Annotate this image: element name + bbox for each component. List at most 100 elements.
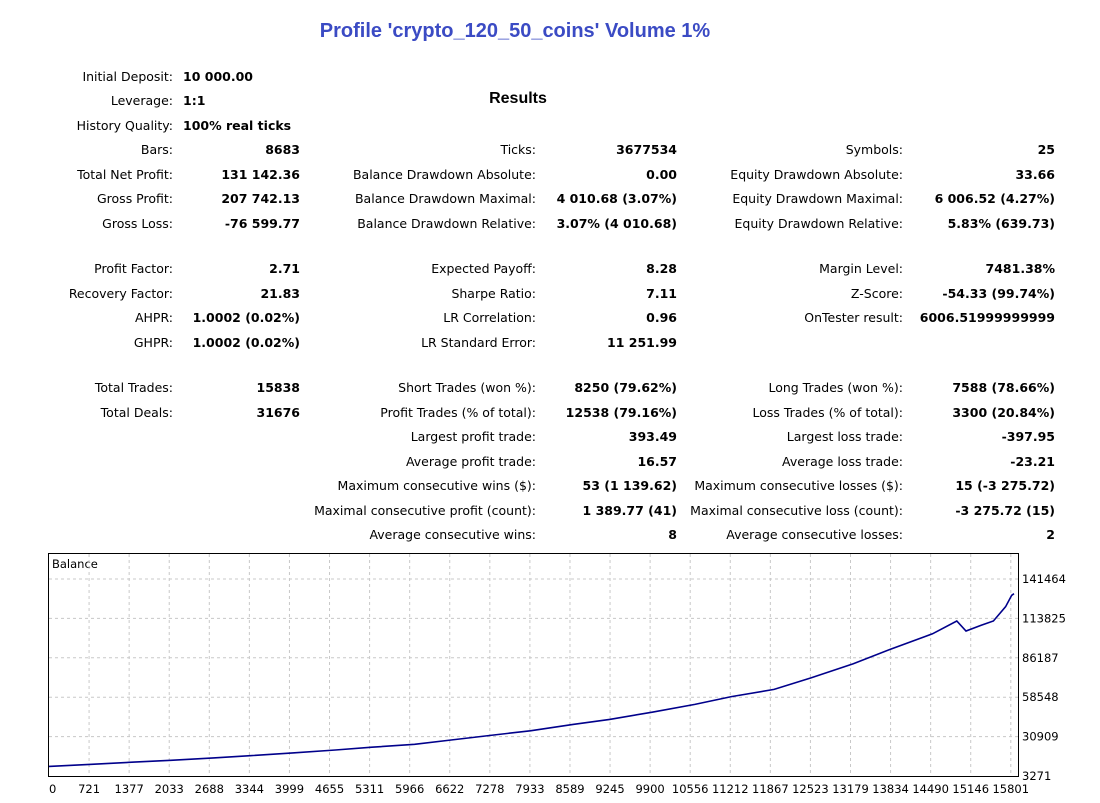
stat-row: Largest profit trade: 393.49 bbox=[0, 429, 1100, 445]
stat-label: Total Deals: bbox=[100, 405, 173, 420]
stat-label: Maximal consecutive loss (count): bbox=[690, 503, 903, 518]
stat-value: 6 006.52 (4.27%) bbox=[934, 191, 1055, 206]
stat-row: Equity Drawdown Absolute: 33.66 bbox=[0, 167, 1100, 183]
stat-row: Long Trades (won %): 7588 (78.66%) bbox=[0, 380, 1100, 396]
stat-row: Recovery Factor: 21.83 bbox=[0, 286, 1100, 302]
x-tick-label: 7933 bbox=[515, 782, 544, 796]
stat-value: 8683 bbox=[265, 142, 300, 157]
balance-chart: Balance 0 721 1377 2033 2688 3344 3999 4655 5311… bbox=[48, 553, 1098, 800]
y-axis-ticks: 141464 113825 86187 58548 30909 3271 bbox=[1022, 572, 1066, 783]
stat-value: 131 142.36 bbox=[221, 167, 300, 182]
stat-label: Gross Loss: bbox=[102, 216, 173, 231]
stat-value: 100% real ticks bbox=[183, 118, 292, 133]
stat-value: 6006.51999999999 bbox=[919, 310, 1055, 325]
y-tick-label: 86187 bbox=[1022, 651, 1059, 665]
chart-title: Balance bbox=[52, 557, 98, 571]
x-tick-label: 11867 bbox=[752, 782, 789, 796]
stat-label: Total Net Profit: bbox=[77, 167, 173, 182]
results-heading: Results bbox=[489, 90, 547, 107]
stat-row: Total Deals: 31676 bbox=[0, 405, 1100, 421]
x-tick-label: 9900 bbox=[635, 782, 664, 796]
x-tick-label: 721 bbox=[78, 782, 100, 796]
stat-value: 12538 (79.16%) bbox=[565, 405, 677, 420]
stat-label: Recovery Factor: bbox=[68, 286, 173, 301]
stat-row: Balance Drawdown Absolute: 0.00 bbox=[0, 167, 1100, 183]
stat-value: 15 (-3 275.72) bbox=[955, 478, 1055, 493]
x-tick-label: 3999 bbox=[275, 782, 304, 796]
stat-row: LR Correlation: 0.96 bbox=[0, 310, 1100, 326]
x-tick-label: 1377 bbox=[115, 782, 144, 796]
stat-value: 1:1 bbox=[183, 93, 206, 108]
stat-label: Average loss trade: bbox=[782, 454, 903, 469]
stat-value: 8250 (79.62%) bbox=[574, 380, 677, 395]
stat-label: Expected Payoff: bbox=[431, 261, 536, 276]
stat-row: History Quality: 100% real ticks bbox=[0, 118, 1100, 134]
stat-row: Average consecutive wins: 8 bbox=[0, 527, 1100, 543]
balance-series-line bbox=[48, 593, 1015, 768]
stat-value: 16.57 bbox=[637, 454, 677, 469]
stat-row: OnTester result: 6006.51999999999 bbox=[0, 310, 1100, 326]
stat-value: -54.33 (99.74%) bbox=[942, 286, 1055, 301]
x-tick-label: 8589 bbox=[555, 782, 584, 796]
x-tick-label: 0 bbox=[49, 782, 56, 796]
x-tick-label: 3344 bbox=[235, 782, 264, 796]
x-tick-label: 9245 bbox=[595, 782, 624, 796]
stat-label: Maximal consecutive profit (count): bbox=[314, 503, 536, 518]
stat-row: Symbols: 25 bbox=[0, 142, 1100, 158]
stat-value: 21.83 bbox=[260, 286, 300, 301]
stat-label: Profit Trades (% of total): bbox=[380, 405, 536, 420]
stat-value: 5.83% (639.73) bbox=[947, 216, 1055, 231]
stat-label: LR Standard Error: bbox=[421, 335, 536, 350]
x-tick-label: 13834 bbox=[872, 782, 909, 796]
stat-value: 393.49 bbox=[628, 429, 677, 444]
stat-label: Loss Trades (% of total): bbox=[752, 405, 903, 420]
stat-value: 31676 bbox=[256, 405, 301, 420]
stat-row: Sharpe Ratio: 7.11 bbox=[0, 286, 1100, 302]
y-tick-label: 141464 bbox=[1022, 572, 1066, 586]
stat-value: 2 bbox=[1046, 527, 1055, 542]
stat-value: 33.66 bbox=[1015, 167, 1055, 182]
stat-value: -3 275.72 (15) bbox=[955, 503, 1055, 518]
stat-row: Margin Level: 7481.38% bbox=[0, 261, 1100, 277]
stat-label: Symbols: bbox=[845, 142, 903, 157]
stat-row: Balance Drawdown Relative: 3.07% (4 010.6… bbox=[0, 216, 1100, 232]
stat-value: 3.07% (4 010.68) bbox=[556, 216, 677, 231]
x-tick-label: 14490 bbox=[912, 782, 949, 796]
x-tick-label: 10556 bbox=[672, 782, 709, 796]
x-tick-label: 5311 bbox=[355, 782, 384, 796]
stat-value: 15838 bbox=[256, 380, 301, 395]
stat-label: Leverage: bbox=[110, 93, 173, 108]
stat-row: Maximal consecutive profit (count): 1 389… bbox=[0, 503, 1100, 519]
x-tick-label: 15146 bbox=[952, 782, 989, 796]
stat-label: Equity Drawdown Relative: bbox=[734, 216, 903, 231]
stat-value: 7481.38% bbox=[985, 261, 1055, 276]
stat-row: AHPR: 1.0002 (0.02%) bbox=[0, 310, 1100, 326]
stat-label: Short Trades (won %): bbox=[398, 380, 536, 395]
stat-label: GHPR: bbox=[133, 335, 173, 350]
stat-value: 8 bbox=[668, 527, 677, 542]
stat-label: LR Correlation: bbox=[443, 310, 536, 325]
stat-label: Long Trades (won %): bbox=[768, 380, 903, 395]
stat-label: Initial Deposit: bbox=[82, 69, 173, 84]
stat-label: OnTester result: bbox=[804, 310, 903, 325]
stat-row: Short Trades (won %): 8250 (79.62%) bbox=[0, 380, 1100, 396]
stat-label: Bars: bbox=[140, 142, 173, 157]
x-tick-label: 5966 bbox=[395, 782, 424, 796]
stat-row: Ticks: 3677534 bbox=[0, 142, 1100, 158]
stat-row: GHPR: 1.0002 (0.02%) bbox=[0, 335, 1100, 351]
stat-label: AHPR: bbox=[134, 310, 173, 325]
stat-value: 3677534 bbox=[616, 142, 677, 157]
stat-row: Gross Profit: 207 742.13 bbox=[0, 191, 1100, 207]
stat-row: Leverage: 1:1 bbox=[0, 93, 1100, 109]
x-tick-label: 13179 bbox=[832, 782, 869, 796]
x-tick-label: 7278 bbox=[475, 782, 504, 796]
stat-value: 3300 (20.84%) bbox=[952, 405, 1055, 420]
stat-label: Maximum consecutive losses ($): bbox=[694, 478, 903, 493]
x-tick-label: 6622 bbox=[435, 782, 464, 796]
x-tick-label: 4655 bbox=[315, 782, 344, 796]
stat-row: Loss Trades (% of total): 3300 (20.84%) bbox=[0, 405, 1100, 421]
stat-label: Equity Drawdown Maximal: bbox=[732, 191, 903, 206]
stat-label: Balance Drawdown Absolute: bbox=[352, 167, 536, 182]
x-tick-label: 12523 bbox=[792, 782, 829, 796]
stat-value: 7588 (78.66%) bbox=[952, 380, 1055, 395]
